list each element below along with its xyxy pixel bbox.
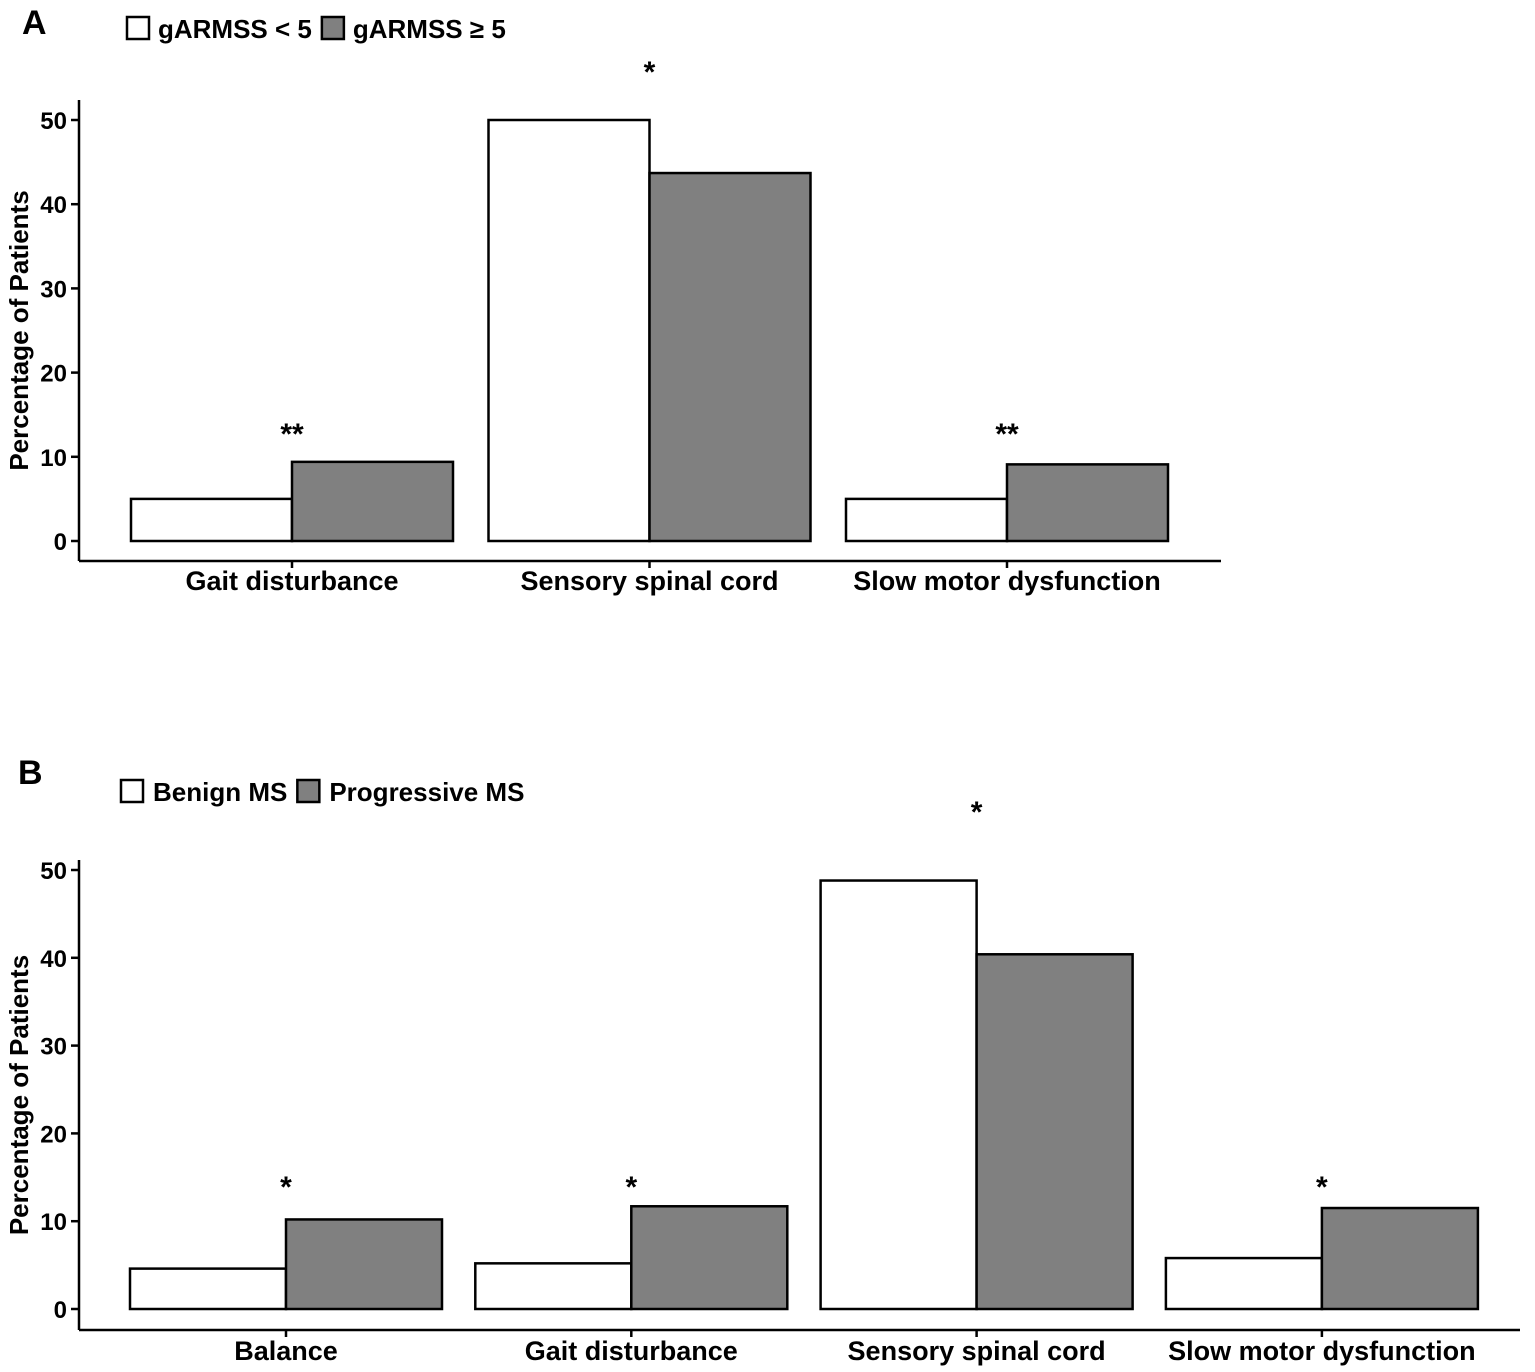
significance-marker: * [1316,1171,1328,1204]
y-tick-label: 40 [40,192,67,219]
bar-slow-motor-dysfunction-garmss-5 [1005,463,1170,543]
bar-gait-disturbance-garmss-5 [129,497,294,543]
bar-balance-progressive-ms [284,1218,444,1311]
y-axis-title: Percentage of Patients [4,190,34,470]
significance-marker: ** [280,418,304,451]
y-tick-label: 20 [40,361,67,388]
y-axis-title: Percentage of Patients [4,955,34,1235]
y-tick-label: 10 [40,1209,67,1236]
panel-label: A [22,4,47,42]
bar-slow-motor-dysfunction-benign-ms [1164,1256,1324,1311]
significance-marker: * [644,56,656,89]
legend-swatch-garmss-5 [125,15,151,41]
y-tick-label: 0 [54,529,67,556]
y-tick-label: 0 [54,1297,67,1324]
legend-label-progressive-ms: Progressive MS [329,777,524,807]
bar-slow-motor-dysfunction-garmss-5 [844,497,1009,543]
bar-gait-disturbance-benign-ms [474,1262,633,1311]
y-tick-label: 50 [40,858,67,885]
category-label-balance: Balance [234,1336,338,1366]
panel-label: B [18,754,43,792]
category-label-sensory-spinal-cord: Sensory spinal cord [520,566,778,596]
bar-sensory-spinal-cord-garmss-5 [648,171,812,543]
category-label-slow-motor-dysfunction: Slow motor dysfunction [853,566,1161,596]
bar-sensory-spinal-cord-benign-ms [819,879,978,1311]
legend-swatch-progressive-ms [296,778,321,804]
y-tick-label: 20 [40,1121,67,1148]
panel-b: B Benign MS Progressive MS 0 10 20 30 40 50 Perce… [4,754,1520,1366]
y-tick-label: 30 [40,276,67,303]
legend-swatch-benign-ms [119,778,145,804]
category-label-gait-disturbance: Gait disturbance [525,1336,738,1366]
category-label-sensory-spinal-cord: Sensory spinal cord [848,1336,1106,1366]
bar-sensory-spinal-cord-progressive-ms [975,953,1134,1311]
significance-marker: * [280,1171,292,1204]
category-label-slow-motor-dysfunction: Slow motor dysfunction [1168,1336,1476,1366]
legend-label-garmss-5: gARMSS < 5 [158,14,312,44]
bar-slow-motor-dysfunction-progressive-ms [1320,1206,1480,1311]
y-tick-label: 10 [40,445,67,472]
significance-marker: * [625,1171,637,1204]
significance-marker: ** [995,418,1019,451]
bar-gait-disturbance-progressive-ms [630,1205,789,1311]
category-label-gait-disturbance: Gait disturbance [185,566,398,596]
bar-sensory-spinal-cord-garmss-5 [487,118,651,543]
legend-label-garmss-5: gARMSS ≥ 5 [353,14,506,44]
y-tick-label: 50 [40,108,67,135]
legend-label-benign-ms: Benign MS [153,777,287,807]
legend-swatch-garmss-5 [320,15,346,41]
y-tick-label: 40 [40,946,67,973]
y-tick-label: 30 [40,1034,67,1061]
bar-gait-disturbance-garmss-5 [290,460,455,543]
significance-marker: * [971,796,983,829]
bar-balance-benign-ms [128,1267,288,1311]
